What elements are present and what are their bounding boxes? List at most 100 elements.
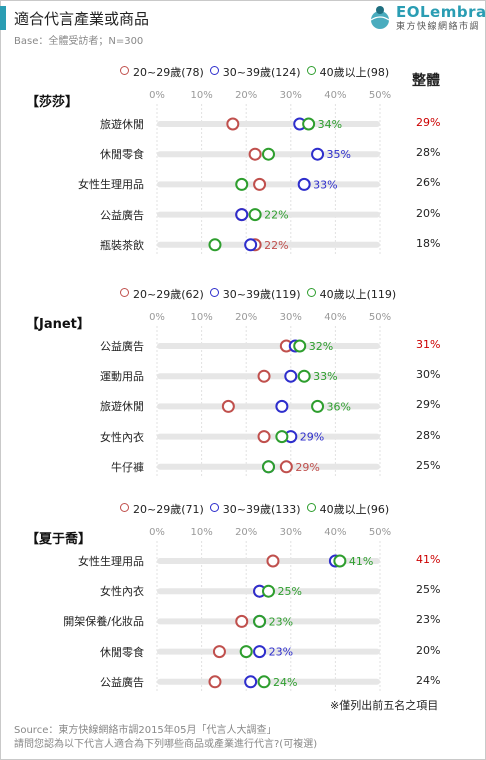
section-title: 【夏于喬】 — [26, 532, 92, 547]
row-track — [157, 403, 380, 410]
legend-marker-icon — [306, 288, 316, 297]
legend-label: 40歲以上(96) — [319, 503, 390, 516]
source-line: Source：東方快線網絡市調2015年05月「代言人大調查」 — [14, 725, 277, 736]
legend-entry: 20~29歲(78) — [120, 66, 204, 79]
source-note: Source：東方快線網絡市調2015年05月「代言人大調查」 請問您認為以下代… — [14, 724, 317, 752]
category-label: 女性生理用品 — [78, 555, 144, 568]
data-value-label: 33% — [313, 178, 337, 191]
row-track — [157, 181, 380, 188]
legend-entry: 30~39歲(124) — [209, 66, 301, 79]
axis-tick-label: 40% — [324, 312, 347, 323]
row-track — [157, 211, 380, 218]
data-point-age-40-plus — [257, 675, 271, 689]
row-track — [157, 648, 380, 655]
data-point-age-40-plus — [302, 117, 316, 131]
axis-tick-label: 30% — [279, 90, 302, 101]
legend-marker-icon — [209, 503, 219, 512]
overall-value: 24% — [416, 673, 441, 687]
legend-entry: 20~29歲(71) — [120, 503, 204, 516]
axis-tick-label: 10% — [190, 312, 213, 323]
logo-subtitle: 東方快線網絡市調 — [396, 22, 481, 32]
data-point-age-20-29 — [257, 430, 271, 444]
axis-tick-label: 20% — [235, 90, 258, 101]
category-label: 女性生理用品 — [78, 178, 144, 192]
overall-value: 26% — [416, 176, 441, 190]
axis-tick-label: 10% — [190, 90, 213, 101]
legend-label: 40歲以上(98) — [319, 66, 390, 79]
axis-tick-label: 20% — [235, 527, 258, 538]
data-value-label: 33% — [313, 370, 337, 383]
legend-label: 20~29歲(78) — [133, 66, 204, 79]
legend-marker-icon — [209, 288, 219, 297]
legend-label: 20~29歲(62) — [133, 288, 204, 301]
data-point-age-30-39 — [244, 238, 258, 252]
axis-tick-label: 0% — [149, 312, 165, 323]
row-track — [157, 121, 380, 127]
legend-marker-icon — [209, 66, 219, 75]
data-point-age-20-29 — [257, 369, 271, 383]
section-legend: 20~29歲(62) 30~39歲(119) 40歲以上(119) — [120, 286, 402, 302]
axis-tick-label: 50% — [368, 312, 392, 323]
data-point-age-40-plus — [248, 208, 262, 222]
data-value-label: 22% — [264, 209, 288, 222]
category-label: 旅遊休閒 — [100, 118, 144, 131]
title-accent-bar — [0, 6, 6, 30]
category-label: 女性內衣 — [100, 585, 144, 599]
axis-tick-label: 20% — [235, 312, 258, 323]
data-point-age-20-29 — [235, 614, 249, 628]
category-label: 女性內衣 — [100, 430, 144, 444]
data-point-age-40-plus — [333, 554, 347, 568]
logo-wordmark: EOLembrain — [396, 3, 486, 21]
category-label: 運動用品 — [100, 370, 144, 384]
section-legend: 20~29歲(78) 30~39歲(124) 40歲以上(98) — [120, 64, 395, 80]
data-point-age-30-39 — [297, 177, 311, 191]
section-title: 【Janet】 — [26, 317, 90, 332]
data-point-age-40-plus — [275, 430, 289, 444]
data-point-age-20-29 — [248, 147, 262, 161]
axis-tick-label: 30% — [279, 312, 302, 323]
category-label: 旅遊休閒 — [100, 400, 144, 414]
data-point-age-20-29 — [212, 645, 226, 659]
data-value-label: 32% — [309, 340, 333, 353]
data-point-age-30-39 — [311, 147, 325, 161]
data-value-label: 22% — [264, 239, 288, 252]
legend-entry: 20~29歲(62) — [120, 288, 204, 301]
category-label: 休閒零食 — [100, 645, 144, 659]
overall-value: 41% — [416, 553, 441, 566]
category-label: 公益廣告 — [100, 675, 144, 689]
data-point-age-20-29 — [266, 554, 280, 568]
legend-marker-icon — [120, 288, 129, 297]
data-value-label: 25% — [278, 585, 302, 598]
overall-value: 23% — [416, 613, 441, 627]
data-point-age-40-plus — [311, 399, 325, 413]
section-legend: 20~29歲(71) 30~39歲(133) 40歲以上(96) — [120, 501, 395, 517]
category-label: 公益廣告 — [100, 340, 144, 353]
data-point-age-30-39 — [275, 399, 289, 413]
row-track — [157, 343, 380, 349]
data-value-label: 29% — [300, 431, 324, 444]
legend-marker-icon — [306, 503, 316, 512]
section-title: 【莎莎】 — [26, 95, 79, 110]
overall-value: 30% — [416, 368, 441, 382]
overall-value: 28% — [416, 428, 441, 442]
legend-entry: 30~39歲(119) — [209, 288, 301, 301]
data-point-age-20-29 — [226, 117, 240, 131]
axis-tick-label: 50% — [368, 90, 392, 101]
axis-tick-label: 30% — [279, 527, 302, 538]
data-point-age-20-29 — [253, 177, 267, 191]
overall-value: 31% — [416, 338, 441, 351]
data-point-age-40-plus — [239, 645, 253, 659]
data-value-label: 23% — [269, 615, 293, 628]
legend-entry: 40歲以上(96) — [306, 503, 390, 516]
axis-tick-label: 0% — [149, 527, 165, 538]
page-title: 適合代言產業或商品 — [14, 10, 150, 28]
axis-tick-label: 40% — [324, 90, 347, 101]
data-point-age-30-39 — [244, 675, 258, 689]
question-line: 請問您認為以下代言人適合為下列哪些商品或產業進行代言?(可複選) — [14, 739, 318, 750]
overall-value: 18% — [416, 236, 441, 250]
legend-label: 30~39歲(119) — [222, 288, 301, 301]
globe-person-icon — [370, 6, 390, 29]
data-point-age-20-29 — [221, 399, 235, 413]
overall-value: 29% — [416, 398, 441, 412]
